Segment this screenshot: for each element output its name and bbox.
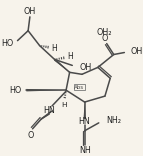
Text: OH₂: OH₂ [96,28,112,37]
Text: HO: HO [1,39,13,48]
Polygon shape [84,102,86,119]
Text: HN: HN [43,107,55,115]
Text: Abs: Abs [74,85,84,90]
Text: H: H [68,52,73,61]
Text: H: H [51,44,57,53]
Text: OH: OH [131,47,143,56]
Text: NH: NH [79,146,91,155]
Text: O: O [28,131,34,140]
Text: HN: HN [78,117,90,126]
Text: HO: HO [9,86,21,95]
Text: O: O [102,34,108,43]
Polygon shape [54,58,70,72]
Polygon shape [26,89,66,91]
Text: H: H [62,102,67,108]
Text: OH: OH [24,7,36,16]
Text: OH: OH [79,63,92,72]
Text: NH₂: NH₂ [106,116,121,125]
